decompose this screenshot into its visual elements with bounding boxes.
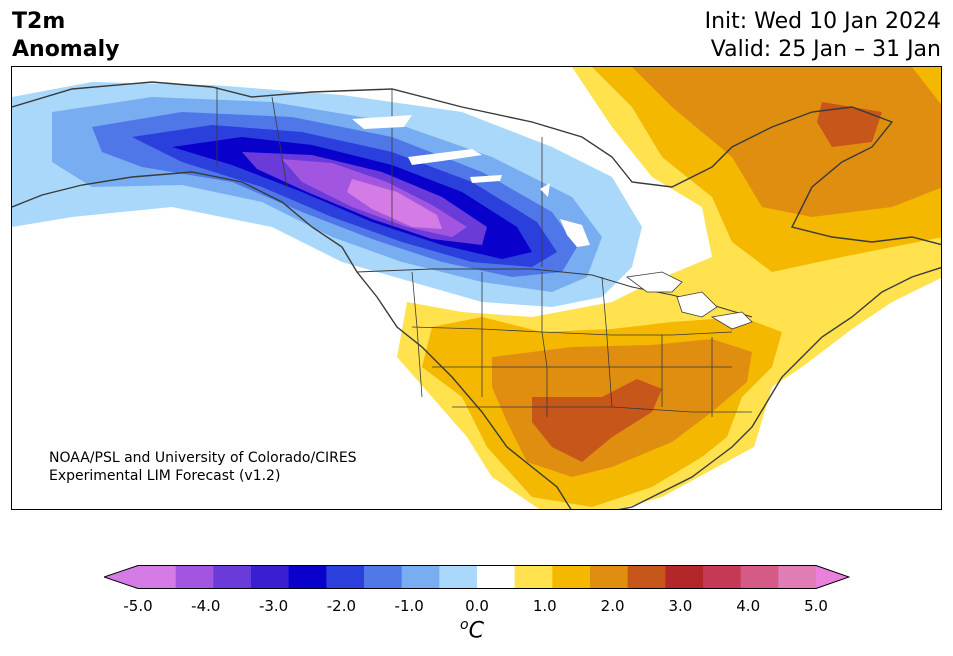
colorbar-cell <box>251 565 290 589</box>
colorbar-cell <box>627 565 666 589</box>
colorbar-tick-label: -1.0 <box>394 597 424 615</box>
colorbar-cell <box>703 565 742 589</box>
colorbar-outline <box>104 565 850 589</box>
colorbar-cell <box>665 565 704 589</box>
unit-degree: o <box>460 617 469 633</box>
unit-symbol: C <box>468 618 484 644</box>
colorbar-cell <box>401 565 440 589</box>
great-lakes <box>625 271 753 330</box>
colorbar-cell <box>778 565 817 589</box>
colorbar-tick-label: 2.0 <box>600 597 625 615</box>
colorbar-cell <box>175 565 214 589</box>
colorbar-tick-label: 4.0 <box>736 597 761 615</box>
state-lines <box>216 87 752 417</box>
colorbar-cell <box>590 565 629 589</box>
colorbar-tick-label: 1.0 <box>532 597 557 615</box>
colorbar-cell <box>740 565 779 589</box>
colorbar-cell <box>439 565 478 589</box>
variable-label: T2m <box>12 9 66 34</box>
colorbar-tick-label: -4.0 <box>191 597 221 615</box>
colorbar-cell <box>477 565 516 589</box>
warm-zone-3 <box>492 67 941 477</box>
init-date: Init: Wed 10 Jan 2024 <box>704 9 941 34</box>
forecast-dates: Init: Wed 10 Jan 2024 Valid: 25 Jan – 31… <box>705 8 941 64</box>
colorbar-over-arrow <box>816 565 850 589</box>
credit-line-1: NOAA/PSL and University of Colorado/CIRE… <box>49 450 357 466</box>
warm-zone-4 <box>532 102 882 462</box>
credit-text: NOAA/PSL and University of Colorado/CIRE… <box>49 449 357 485</box>
credit-line-2: Experimental LIM Forecast (v1.2) <box>49 468 281 484</box>
valid-range: Valid: 25 Jan – 31 Jan <box>710 37 941 62</box>
unit-label: oC <box>460 617 484 643</box>
colorbar-tick-label: -5.0 <box>123 597 153 615</box>
colorbar <box>104 565 850 589</box>
map-title: T2m Anomaly <box>12 8 119 64</box>
cold-zone-8 <box>347 179 442 229</box>
colorbar-cell <box>288 565 327 589</box>
hudson-lakes <box>352 115 590 247</box>
colorbar-cell <box>514 565 553 589</box>
colorbar-tick-label: 0.0 <box>465 597 489 615</box>
colorbar-cell <box>552 565 591 589</box>
colorbar-cell <box>326 565 365 589</box>
colorbar-tick-label: 5.0 <box>804 597 828 615</box>
colorbar-cell <box>138 565 177 589</box>
colorbar-cell <box>213 565 252 589</box>
colorbar-tick-label: 3.0 <box>668 597 693 615</box>
colorbar-cell <box>364 565 403 589</box>
colorbar-tick-label: -2.0 <box>326 597 357 615</box>
map-canvas <box>12 67 941 509</box>
anomaly-map <box>11 66 942 510</box>
colorbar-under-arrow <box>104 565 138 589</box>
field-label: Anomaly <box>12 37 120 62</box>
colorbar-cells <box>138 565 817 589</box>
colorbar-tick-label: -3.0 <box>258 597 289 615</box>
